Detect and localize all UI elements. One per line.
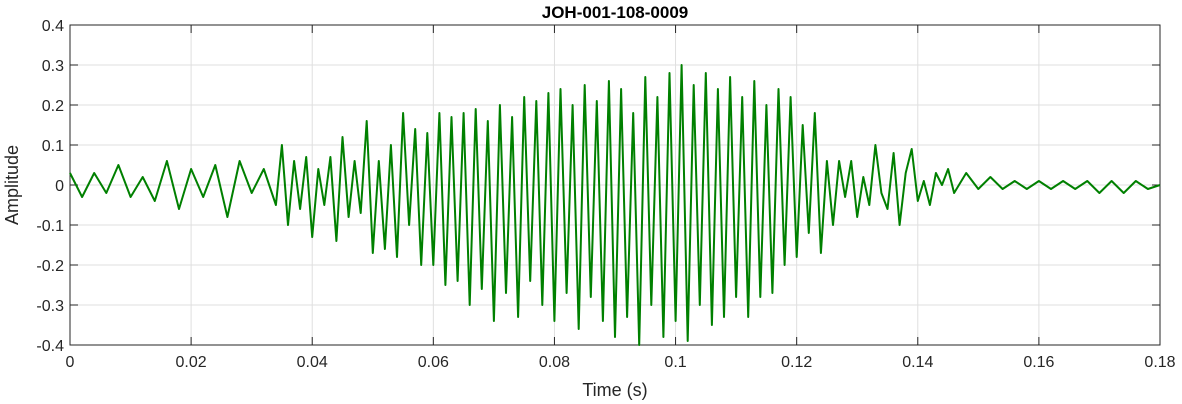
y-tick-label: -0.1 <box>36 218 64 235</box>
chart-title: JOH-001-108-0009 <box>542 3 688 22</box>
y-tick-label: 0.3 <box>42 58 64 75</box>
y-tick-label: -0.4 <box>36 338 64 355</box>
x-axis-label: Time (s) <box>582 380 647 400</box>
y-tick-label: 0.2 <box>42 98 64 115</box>
y-tick-label: 0.4 <box>42 18 64 35</box>
x-tick-label: 0.02 <box>176 354 207 371</box>
x-tick-label: 0.08 <box>539 354 570 371</box>
x-axis: 0 0.02 0.04 0.06 0.08 0.1 0.12 0.14 0.16 0.18 <box>66 25 1176 371</box>
y-axis-label: Amplitude <box>2 145 22 225</box>
x-tick-label: 0.14 <box>902 354 933 371</box>
y-tick-label: 0.1 <box>42 138 64 155</box>
y-tick-label: -0.3 <box>36 298 64 315</box>
x-tick-label: 0.12 <box>781 354 812 371</box>
x-tick-label: 0.1 <box>664 354 686 371</box>
x-tick-label: 0 <box>66 354 75 371</box>
series-line <box>69 64 1161 346</box>
y-tick-label: -0.2 <box>36 258 64 275</box>
x-tick-label: 0.06 <box>418 354 449 371</box>
x-tick-label: 0.16 <box>1023 354 1054 371</box>
y-tick-label: 0 <box>55 178 64 195</box>
x-tick-label: 0.18 <box>1144 354 1175 371</box>
x-tick-label: 0.04 <box>297 354 328 371</box>
